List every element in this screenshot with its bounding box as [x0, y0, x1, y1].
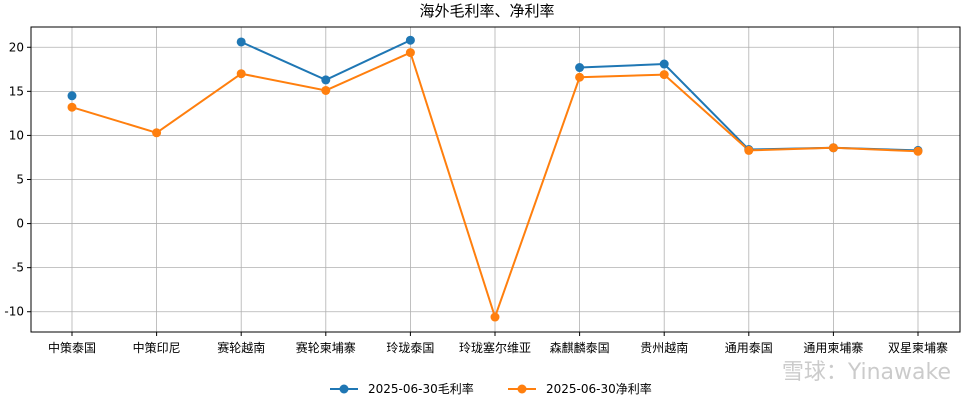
series-0-point [575, 63, 585, 73]
series-1-point [490, 312, 500, 322]
series-0-point [321, 75, 331, 85]
series-0-point [405, 35, 415, 45]
y-tick-label: 20 [9, 40, 24, 54]
x-axis: 中策泰国 中策印尼 赛轮越南 赛轮柬埔寨 玲珑泰国 玲珑塞尔维亚 森麒麟泰国 贵州越南 通用泰国… [48, 332, 948, 355]
series-1-point [659, 70, 669, 80]
y-tick-label: 0 [16, 217, 24, 231]
y-tick-label: 5 [16, 173, 24, 187]
legend-label: 2025-06-30毛利率 [368, 381, 474, 396]
x-tick-label: 中策泰国 [48, 340, 96, 355]
series-1-point [236, 69, 246, 79]
x-tick-label: 玲珑泰国 [386, 341, 434, 355]
y-tick-label: -10 [4, 305, 24, 319]
x-tick-label: 中策印尼 [133, 340, 181, 355]
x-tick-label: 通用柬埔寨 [803, 340, 863, 355]
series-0-point [67, 91, 77, 101]
legend-label: 2025-06-30净利率 [546, 381, 652, 396]
x-tick-label: 森麒麟泰国 [550, 340, 610, 355]
x-tick-label: 双星柬埔寨 [888, 340, 948, 355]
y-axis: -10 -5 0 5 10 15 20 [4, 40, 31, 319]
series-0-point [659, 59, 669, 69]
watermark: 雪球：Yinawake [781, 360, 951, 385]
y-tick-label: -5 [12, 261, 24, 275]
grid [31, 27, 960, 332]
series-1-point [575, 72, 585, 82]
x-tick-label: 贵州越南 [640, 340, 688, 355]
y-tick-label: 10 [9, 128, 24, 142]
series-1-point [152, 128, 162, 138]
series-1-point [913, 146, 923, 156]
series-1-point [744, 145, 754, 155]
series-0-point [236, 37, 246, 47]
plot-frame [30, 26, 961, 333]
series-points [67, 35, 923, 322]
legend-marker [517, 384, 527, 394]
y-tick-label: 15 [9, 84, 24, 98]
series-1-point [405, 48, 415, 58]
chart-title: 海外毛利率、净利率 [419, 2, 554, 20]
x-tick-label: 赛轮柬埔寨 [296, 340, 356, 355]
x-tick-label: 通用泰国 [725, 341, 773, 355]
series-1-point [828, 143, 838, 153]
legend: 2025-06-30毛利率 2025-06-30净利率 [330, 381, 652, 396]
series-1-point [67, 102, 77, 112]
x-tick-label: 赛轮越南 [217, 340, 265, 355]
legend-marker [339, 384, 349, 394]
x-tick-label: 玲珑塞尔维亚 [459, 340, 531, 355]
series-1-point [321, 85, 331, 95]
